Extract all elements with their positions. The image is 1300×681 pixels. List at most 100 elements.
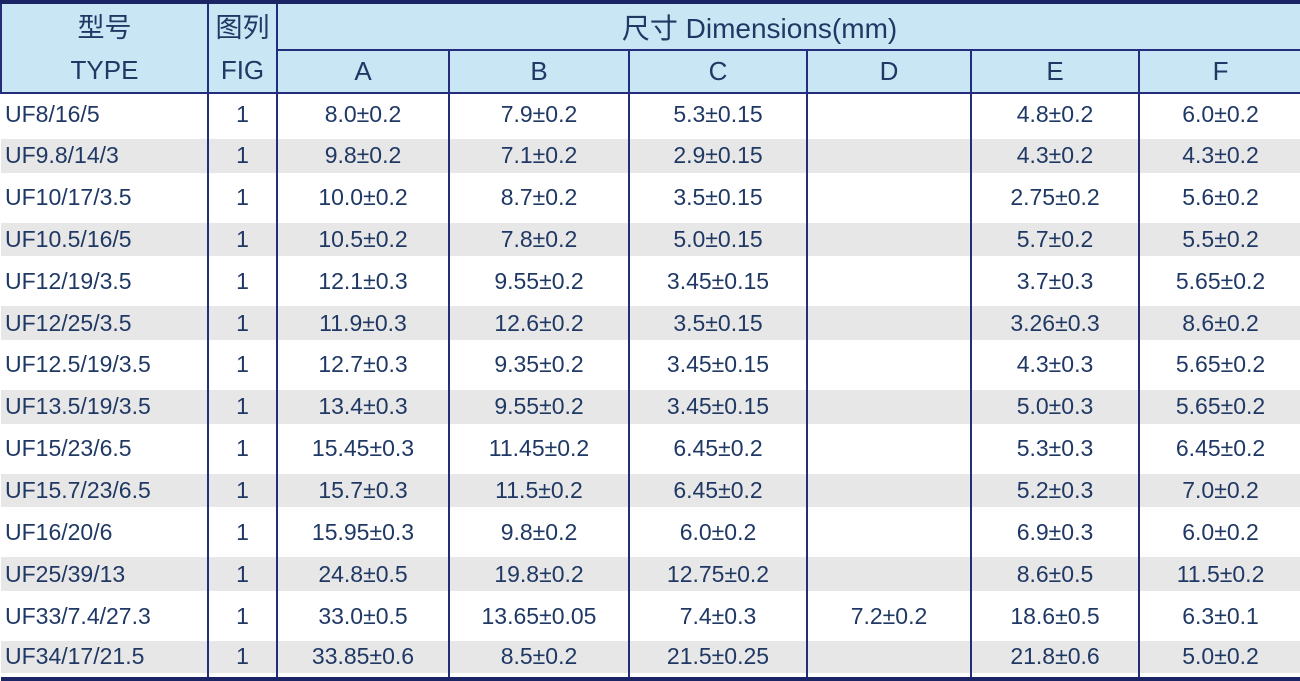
table-header: 型号 TYPE 图列 FIG 尺寸 Dimensions(mm) A B C D… [0,2,1300,94]
col-header-a: A [276,50,449,94]
cell-f: 5.0±0.2 [1137,636,1300,679]
cell-e: 5.0±0.3 [970,385,1139,428]
col-header-e: E [970,50,1139,94]
cell-d [806,469,971,512]
col-header-c: C [628,50,807,94]
table-row: UF8/16/5 1 8.0±0.2 7.9±0.2 5.3±0.15 4.8±0.2 6.… [1,93,1300,135]
cell-f: 5.65±0.2 [1137,385,1300,428]
type-column-header: 型号 TYPE [0,2,208,94]
fig-column-header: 图列 FIG [207,2,277,94]
table-row: UF15.7/23/6.5 1 15.7±0.3 11.5±0.2 6.45±0.2 5.… [1,469,1300,512]
cell-c: 3.45±0.15 [628,260,807,303]
cell-b: 13.65±0.05 [448,595,629,637]
fig-label-en: FIG [220,55,265,85]
cell-type: UF12/19/3.5 [1,260,208,303]
table-row: UF10.5/16/5 1 10.5±0.2 7.8±0.2 5.0±0.15 5.7±0… [1,218,1300,261]
cell-d [806,553,971,596]
table-row: UF16/20/6 1 15.95±0.3 9.8±0.2 6.0±0.2 6.9±0.3… [1,511,1300,554]
cell-c: 7.4±0.3 [628,595,807,637]
cell-b: 9.55±0.2 [448,385,629,428]
cell-fig: 1 [207,385,277,428]
cell-c: 12.75±0.2 [628,553,807,596]
cell-e: 8.6±0.5 [970,553,1139,596]
cell-e: 6.9±0.3 [970,511,1139,554]
cell-b: 8.5±0.2 [448,636,629,679]
cell-type: UF16/20/6 [1,511,208,554]
table-row: UF33/7.4/27.3 1 33.0±0.5 13.65±0.05 7.4±0.3 7… [1,595,1300,637]
cell-b: 7.1±0.2 [448,134,629,177]
cell-a: 15.45±0.3 [276,427,449,470]
cell-d [806,218,971,261]
cell-a: 12.7±0.3 [276,344,449,386]
cell-a: 12.1±0.3 [276,260,449,303]
cell-f: 6.45±0.2 [1137,427,1300,470]
cell-a: 10.5±0.2 [276,218,449,261]
table-row: UF34/17/21.5 1 33.85±0.6 8.5±0.2 21.5±0.25 21… [1,636,1300,679]
cell-d [806,385,971,428]
cell-fig: 1 [207,260,277,303]
cell-a: 8.0±0.2 [276,93,449,135]
cell-e: 18.6±0.5 [970,595,1139,637]
cell-fig: 1 [207,93,277,135]
cell-e: 21.8±0.6 [970,636,1139,679]
cell-a: 15.7±0.3 [276,469,449,512]
cell-f: 6.0±0.2 [1137,93,1300,135]
header-group-row: 型号 TYPE 图列 FIG 尺寸 Dimensions(mm) [0,2,1300,94]
cell-fig: 1 [207,511,277,554]
type-label-en: TYPE [70,55,139,85]
cell-c: 5.3±0.15 [628,93,807,135]
cell-d [806,302,971,345]
cell-type: UF12/25/3.5 [1,302,208,345]
cell-fig: 1 [207,176,277,219]
cell-b: 9.8±0.2 [448,511,629,554]
cell-d [806,344,971,386]
cell-fig: 1 [207,427,277,470]
cell-b: 9.35±0.2 [448,344,629,386]
cell-f: 8.6±0.2 [1137,302,1300,345]
cell-b: 12.6±0.2 [448,302,629,345]
cell-b: 7.8±0.2 [448,218,629,261]
cell-fig: 1 [207,218,277,261]
cell-b: 9.55±0.2 [448,260,629,303]
cell-c: 3.45±0.15 [628,344,807,386]
cell-a: 13.4±0.3 [276,385,449,428]
table-row: UF13.5/19/3.5 1 13.4±0.3 9.55±0.2 3.45±0.15 5… [1,385,1300,428]
cell-c: 2.9±0.15 [628,134,807,177]
cell-a: 33.0±0.5 [276,595,449,637]
cell-c: 6.45±0.2 [628,469,807,512]
table-row: UF12/25/3.5 1 11.9±0.3 12.6±0.2 3.5±0.15 3.26… [1,302,1300,345]
cell-e: 5.7±0.2 [970,218,1139,261]
cell-a: 10.0±0.2 [276,176,449,219]
col-header-f: F [1137,50,1300,94]
cell-d [806,134,971,177]
cell-f: 6.0±0.2 [1137,511,1300,554]
cell-type: UF33/7.4/27.3 [1,595,208,637]
cell-c: 6.0±0.2 [628,511,807,554]
table-row: UF15/23/6.5 1 15.45±0.3 11.45±0.2 6.45±0.2 5.… [1,427,1300,470]
cell-d [806,511,971,554]
cell-b: 19.8±0.2 [448,553,629,596]
cell-fig: 1 [207,553,277,596]
cell-fig: 1 [207,469,277,512]
type-label-cn: 型号 [77,13,132,43]
cell-c: 3.5±0.15 [628,302,807,345]
cell-d [806,93,971,135]
cell-d [806,427,971,470]
cell-fig: 1 [207,302,277,345]
header-sub-row: A B C D E F [1,50,1300,94]
cell-e: 2.75±0.2 [970,176,1139,219]
cell-c: 5.0±0.15 [628,218,807,261]
cell-e: 4.8±0.2 [970,93,1139,135]
cell-f: 4.3±0.2 [1137,134,1300,177]
cell-type: UF25/39/13 [1,553,208,596]
cell-f: 5.6±0.2 [1137,176,1300,219]
cell-type: UF10/17/3.5 [1,176,208,219]
cell-a: 33.85±0.6 [276,636,449,679]
cell-f: 5.5±0.2 [1137,218,1300,261]
cell-type: UF34/17/21.5 [1,636,208,679]
table-row: UF12/19/3.5 1 12.1±0.3 9.55±0.2 3.45±0.15 3.7… [1,260,1300,303]
table-row: UF9.8/14/3 1 9.8±0.2 7.1±0.2 2.9±0.15 4.3±0.2… [1,134,1300,177]
table-row: UF10/17/3.5 1 10.0±0.2 8.7±0.2 3.5±0.15 2.75±… [1,176,1300,219]
cell-e: 4.3±0.2 [970,134,1139,177]
cell-d [806,260,971,303]
